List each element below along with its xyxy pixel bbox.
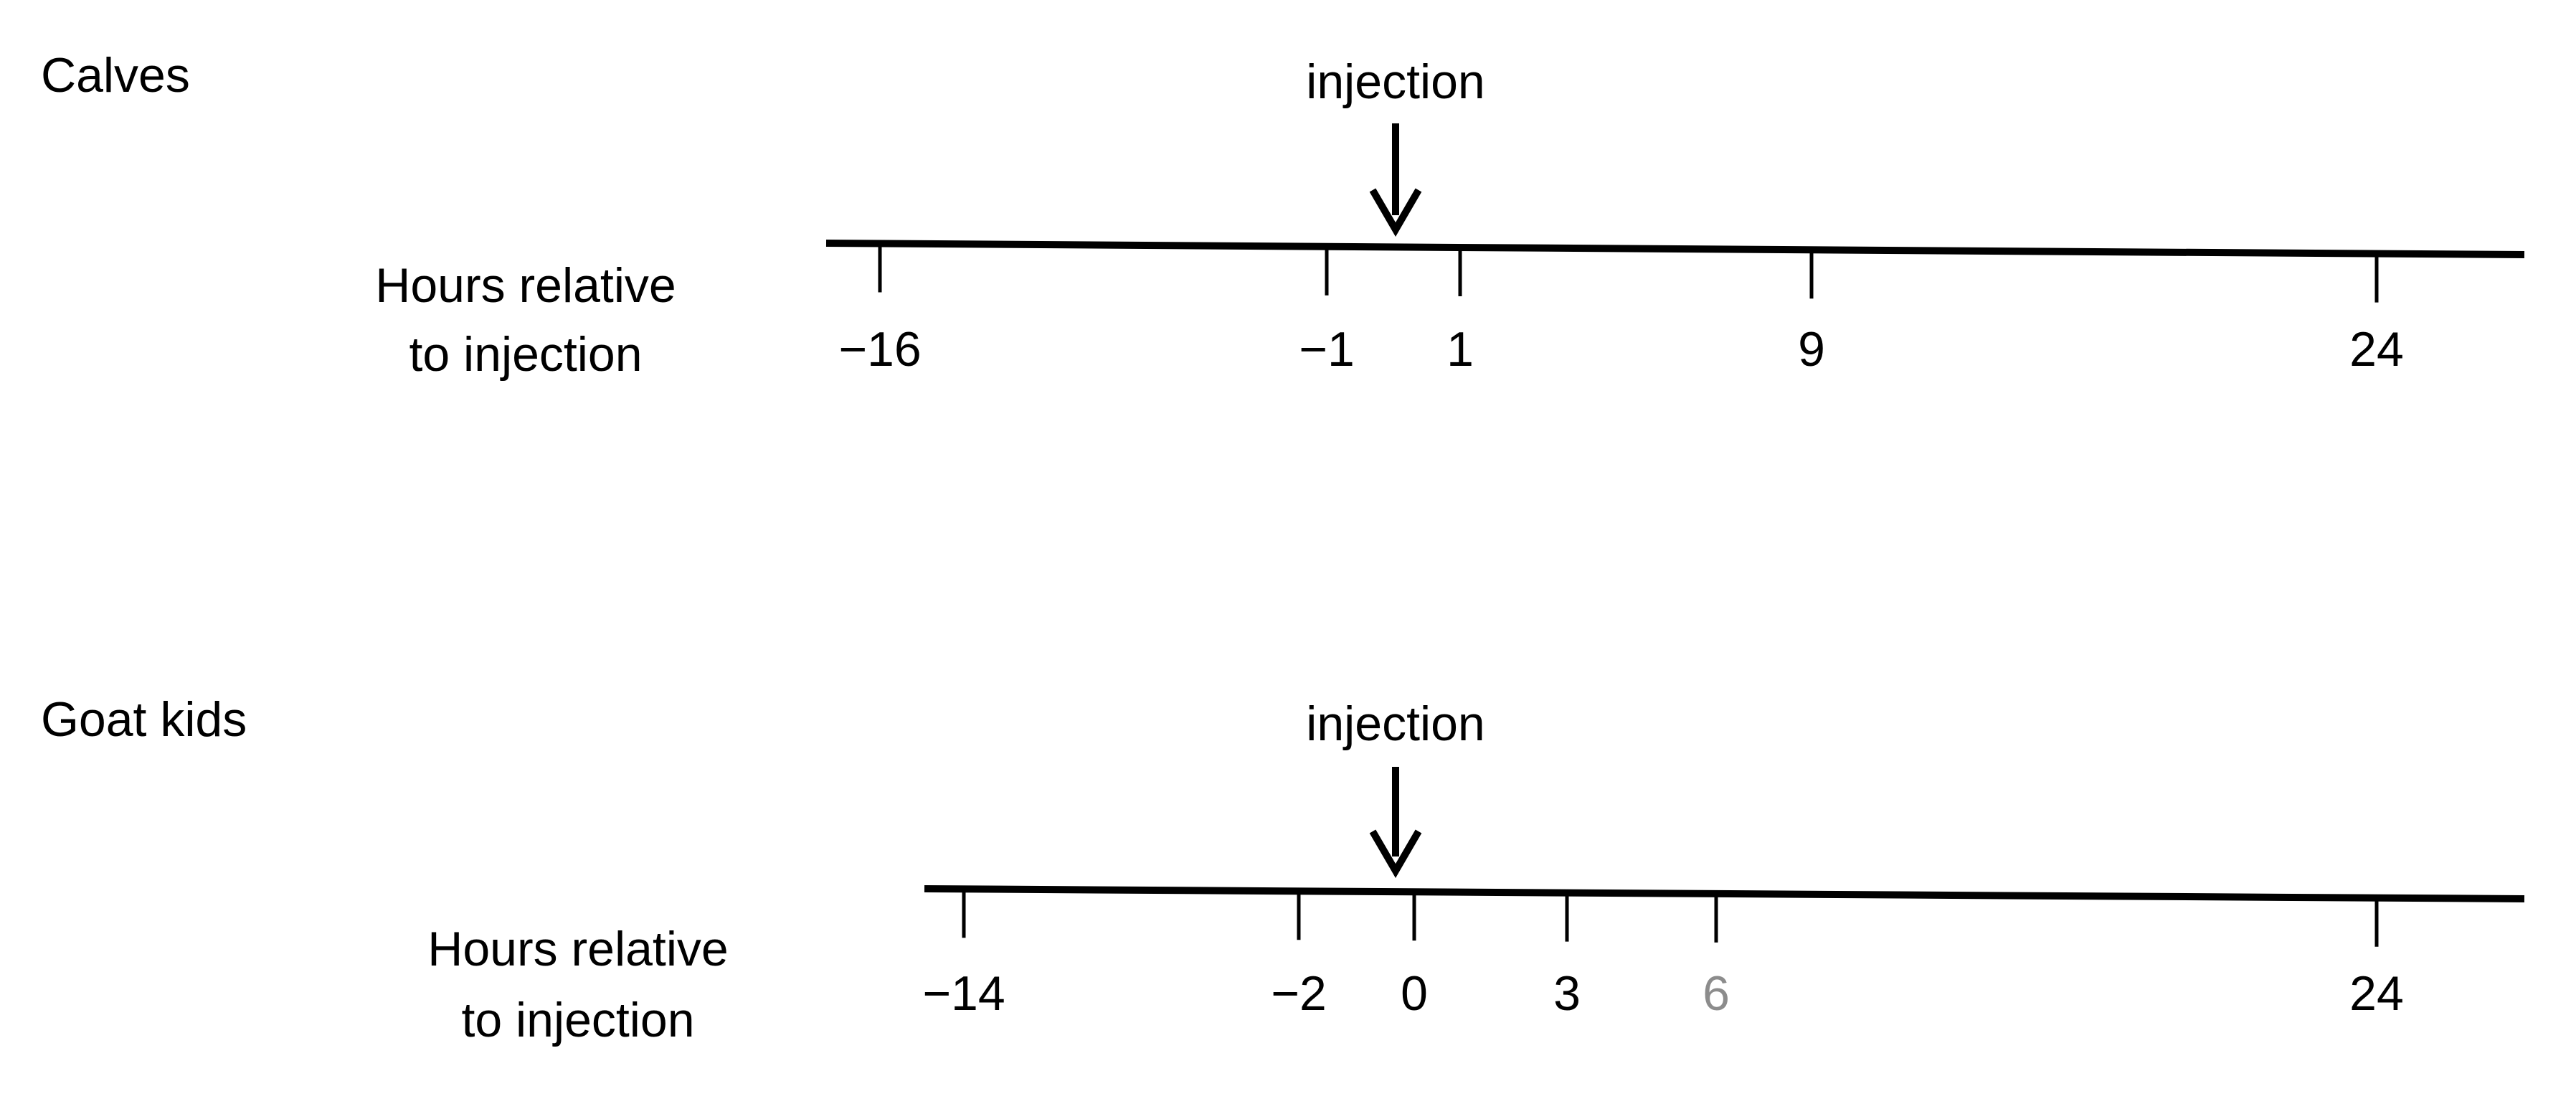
axis-label: Hours relative <box>427 922 729 976</box>
tick-label: −2 <box>1271 966 1327 1021</box>
event-arrow-head <box>1369 829 1422 878</box>
tick-label: 9 <box>1798 322 1825 377</box>
tick-label: −1 <box>1299 322 1355 377</box>
axis-label: to injection <box>409 327 642 382</box>
panel-title: Goat kids <box>41 692 247 747</box>
tick-label: 3 <box>1553 966 1581 1021</box>
tick-label: 1 <box>1446 322 1474 377</box>
tick-label: −14 <box>922 966 1005 1021</box>
tick-label: 6 <box>1703 966 1730 1021</box>
timeline-axis <box>825 240 2525 258</box>
timeline-axis <box>924 885 2525 902</box>
tick-label: −16 <box>838 322 921 377</box>
axis-label: to injection <box>461 993 694 1047</box>
panel-title: Calves <box>41 48 190 103</box>
tick-label: 0 <box>1401 966 1428 1021</box>
axis-label: Hours relative <box>375 258 676 313</box>
event-label: injection <box>1306 55 1485 109</box>
event-label: injection <box>1306 697 1485 751</box>
tick-label: 24 <box>2349 322 2404 377</box>
tick-label: 24 <box>2349 966 2404 1021</box>
event-arrow-head <box>1369 188 1422 237</box>
